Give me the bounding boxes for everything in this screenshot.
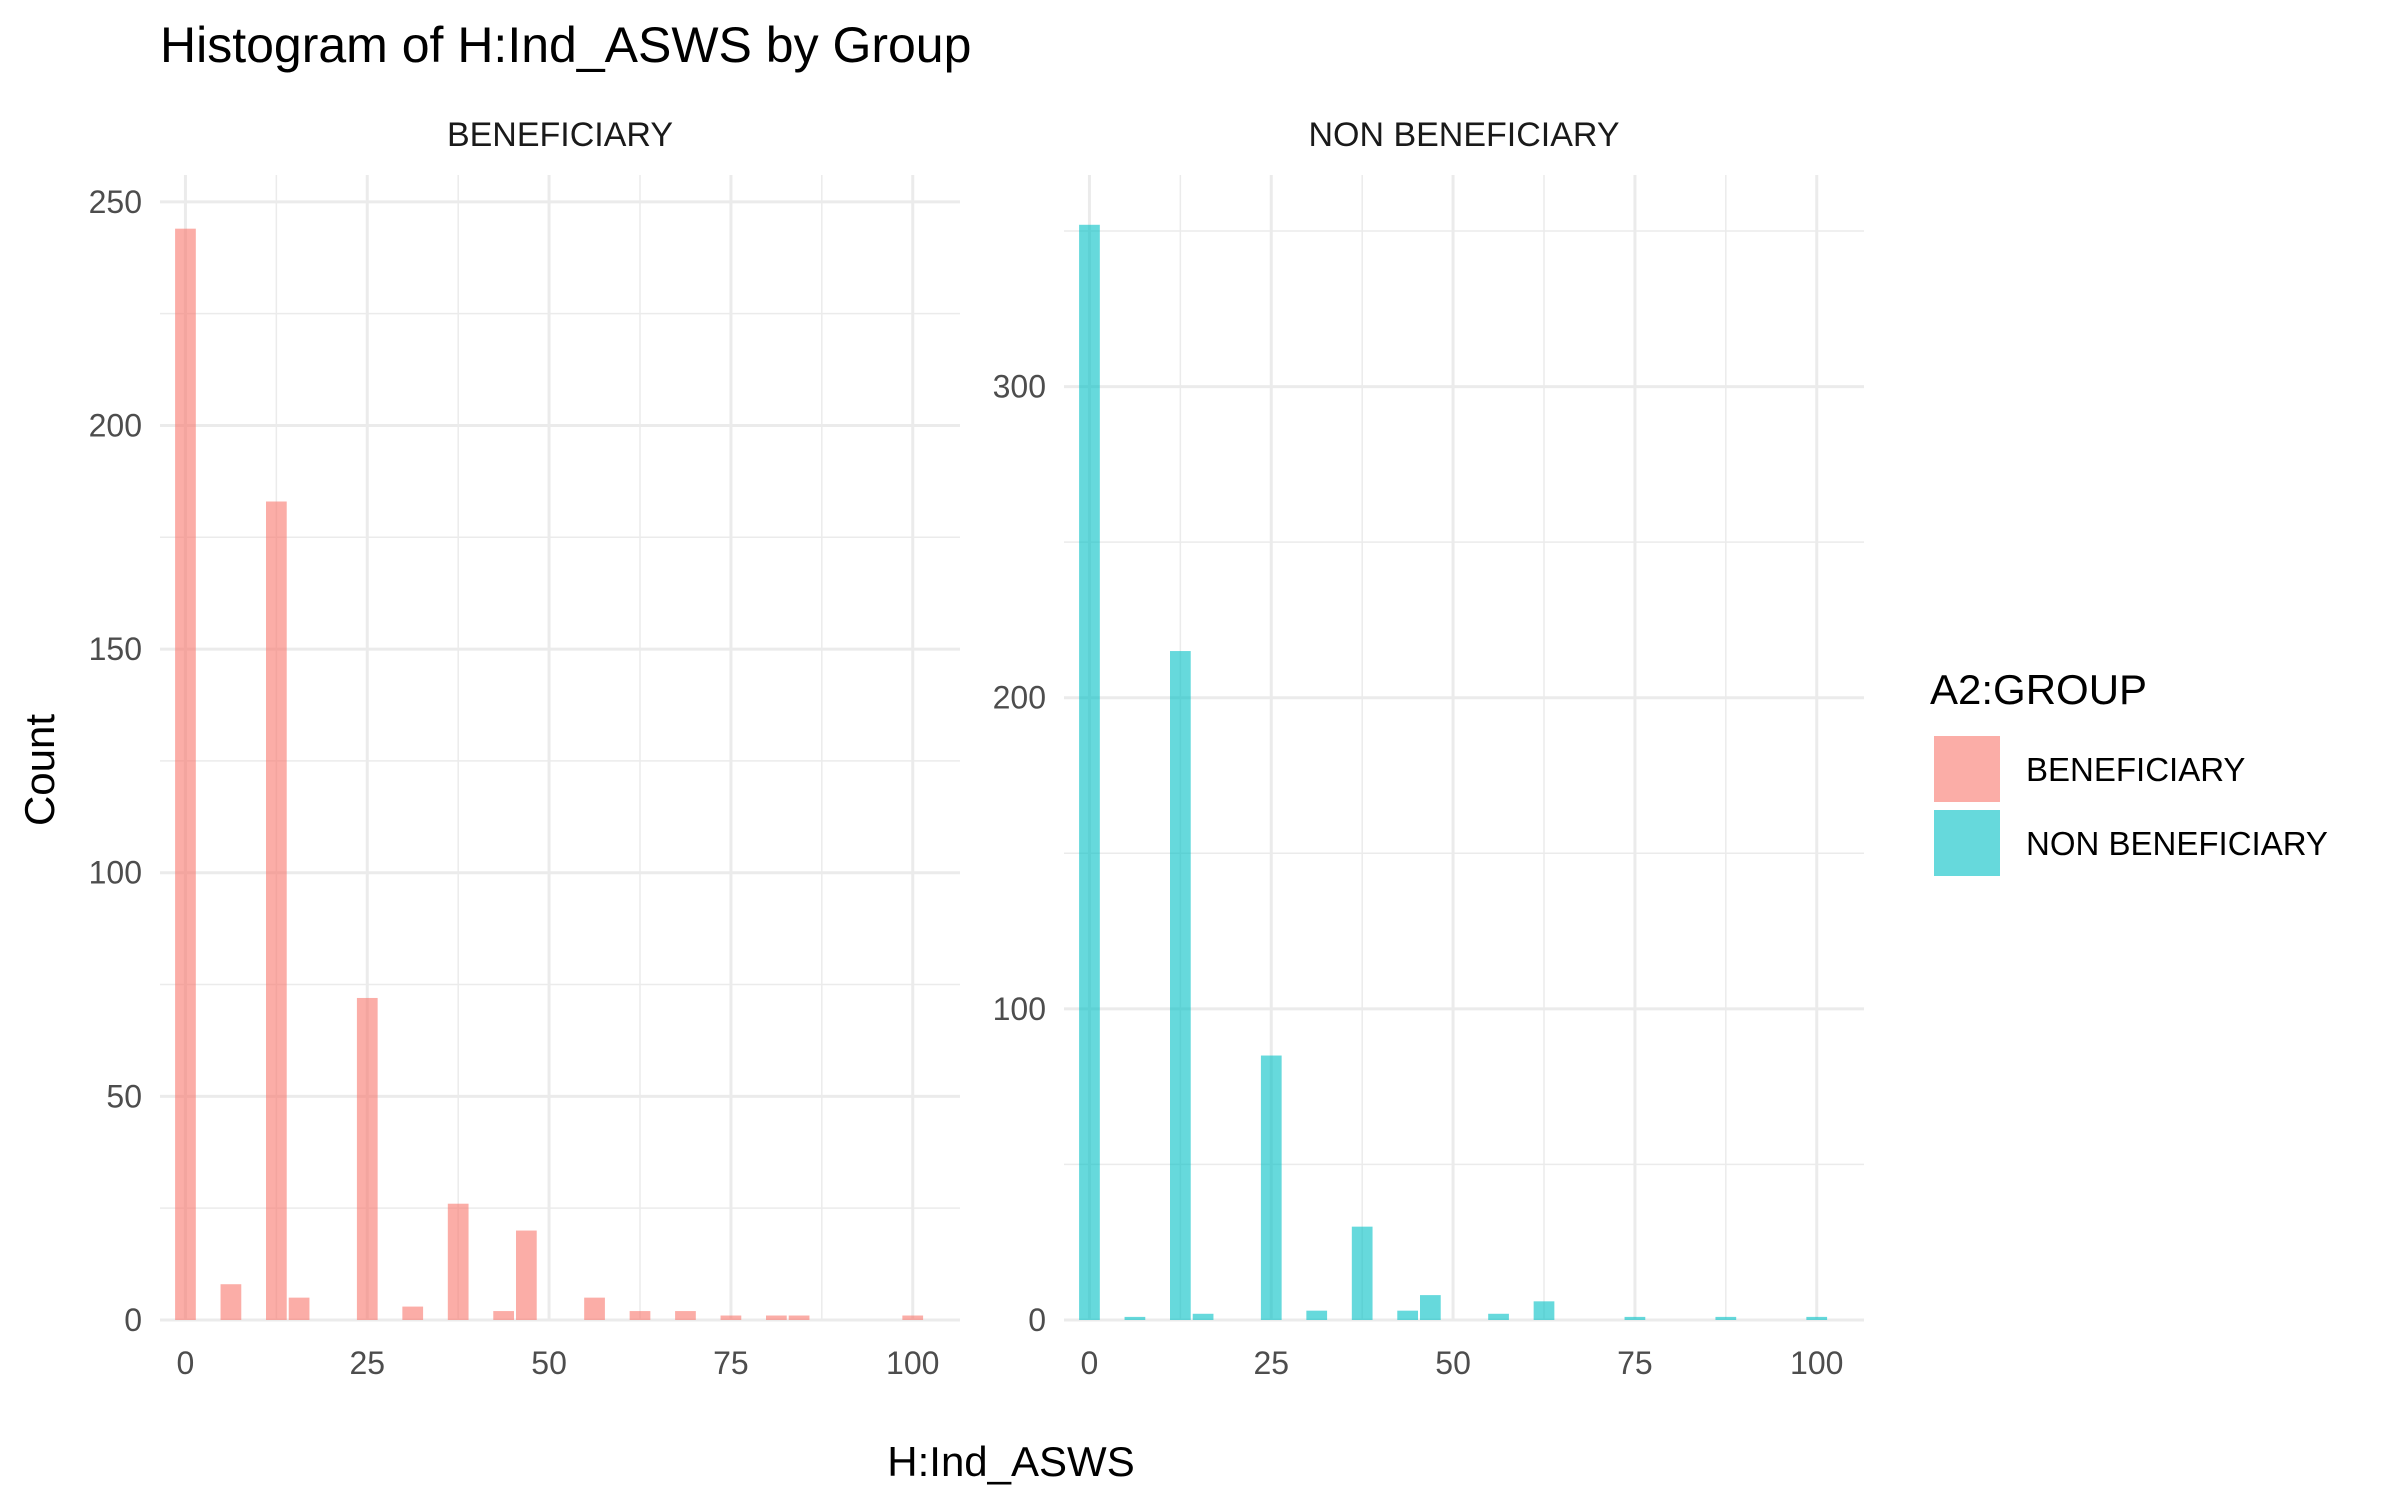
legend-key-beneficiary — [1934, 736, 2000, 802]
bar-beneficiary — [766, 1315, 787, 1320]
legend-title: A2:GROUP — [1930, 666, 2147, 713]
panel-non-beneficiary-bars — [1079, 224, 1828, 1321]
bar-beneficiary — [402, 1306, 424, 1320]
strip-label-beneficiary: BENEFICIARY — [447, 116, 673, 154]
strip-label-non-beneficiary: NON BENEFICIARY — [1308, 116, 1619, 154]
bar-beneficiary — [493, 1311, 514, 1320]
panel-beneficiary-grid — [160, 175, 960, 1322]
x-tick-label: 75 — [713, 1345, 749, 1381]
legend-label-beneficiary: BENEFICIARY — [2026, 751, 2245, 788]
bar-non-beneficiary — [1079, 224, 1100, 1321]
bar-beneficiary — [675, 1311, 696, 1320]
bar-non-beneficiary — [1306, 1310, 1328, 1320]
y-tick-label: 200 — [993, 680, 1046, 716]
panel-non-beneficiary-x-ticks: 0 25 50 75 100 — [1081, 1345, 1844, 1381]
bar-non-beneficiary — [1533, 1301, 1555, 1320]
bar-beneficiary — [629, 1311, 651, 1320]
bar-non-beneficiary — [1624, 1316, 1646, 1320]
bar-non-beneficiary — [1260, 1055, 1282, 1320]
x-axis-title: H:Ind_ASWS — [887, 1438, 1134, 1485]
x-tick-label: 50 — [531, 1345, 567, 1381]
bar-beneficiary — [175, 228, 196, 1320]
y-tick-label: 300 — [993, 369, 1046, 405]
bar-non-beneficiary — [1420, 1295, 1441, 1320]
panel-beneficiary-bars — [175, 228, 924, 1320]
bar-beneficiary — [220, 1284, 242, 1320]
chart-title: Histogram of H:Ind_ASWS by Group — [160, 17, 971, 73]
bar-beneficiary — [788, 1315, 810, 1320]
bar-beneficiary — [266, 501, 287, 1320]
y-tick-label: 50 — [106, 1078, 142, 1114]
bar-beneficiary — [902, 1315, 924, 1320]
panel-beneficiary-y-ticks: 0 50 100 150 200 250 — [89, 184, 142, 1338]
x-tick-label: 50 — [1435, 1345, 1471, 1381]
panel-non-beneficiary: NON BENEFICIARY 0 100 200 300 0 25 50 75 100 — [993, 116, 1864, 1381]
x-tick-label: 25 — [349, 1345, 385, 1381]
bar-non-beneficiary — [1351, 1226, 1373, 1320]
bar-non-beneficiary — [1488, 1313, 1509, 1320]
x-tick-label: 100 — [1790, 1345, 1843, 1381]
panel-beneficiary-x-ticks: 0 25 50 75 100 — [177, 1345, 940, 1381]
bar-non-beneficiary — [1192, 1313, 1214, 1320]
bar-beneficiary — [356, 997, 378, 1320]
panel-beneficiary: BENEFICIARY 0 50 100 150 200 250 0 25 50 75 100 — [89, 116, 960, 1381]
bar-non-beneficiary — [1170, 651, 1191, 1320]
bar-non-beneficiary — [1124, 1316, 1146, 1320]
y-tick-label: 100 — [993, 991, 1046, 1027]
legend: A2:GROUP BENEFICIARY NON BENEFICIARY — [1930, 666, 2328, 876]
bar-beneficiary — [288, 1297, 310, 1320]
bar-beneficiary — [516, 1230, 537, 1320]
y-tick-label: 0 — [124, 1302, 142, 1338]
bar-beneficiary — [720, 1315, 742, 1320]
x-tick-label: 0 — [1081, 1345, 1099, 1381]
x-tick-label: 0 — [177, 1345, 195, 1381]
x-tick-label: 25 — [1253, 1345, 1289, 1381]
bar-beneficiary — [447, 1203, 469, 1320]
panel-non-beneficiary-y-ticks: 0 100 200 300 — [993, 369, 1046, 1338]
bar-non-beneficiary — [1806, 1316, 1828, 1320]
bar-beneficiary — [584, 1297, 605, 1320]
y-tick-label: 0 — [1028, 1302, 1046, 1338]
legend-label-non-beneficiary: NON BENEFICIARY — [2026, 825, 2328, 862]
y-tick-label: 150 — [89, 631, 142, 667]
x-tick-label: 75 — [1617, 1345, 1653, 1381]
legend-key-non-beneficiary — [1934, 810, 2000, 876]
bar-non-beneficiary — [1715, 1316, 1737, 1320]
y-axis-title: Count — [16, 714, 63, 826]
x-tick-label: 100 — [886, 1345, 939, 1381]
y-tick-label: 100 — [89, 855, 142, 891]
y-tick-label: 200 — [89, 407, 142, 443]
y-tick-label: 250 — [89, 184, 142, 220]
bar-non-beneficiary — [1397, 1310, 1418, 1320]
